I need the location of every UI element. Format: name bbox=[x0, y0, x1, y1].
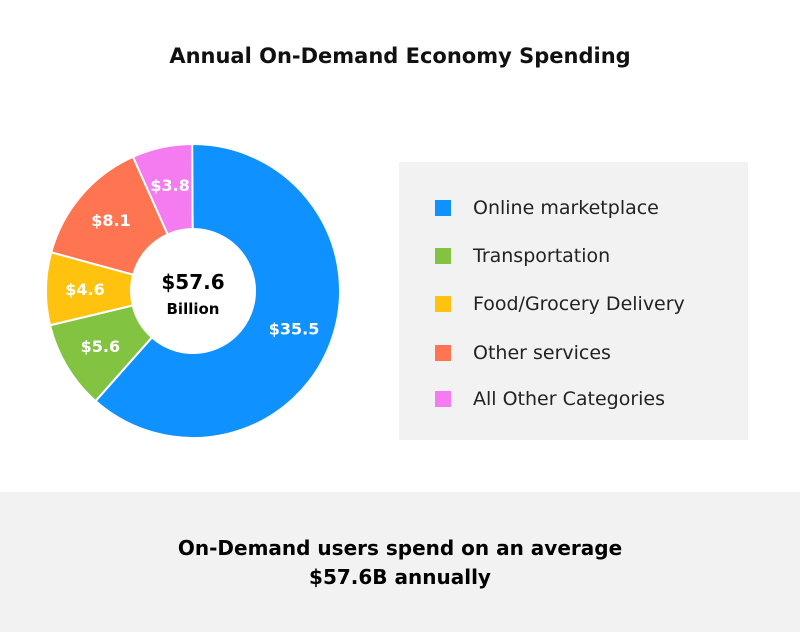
legend-label: Online marketplace bbox=[473, 197, 659, 219]
donut-slice-all-other-categories bbox=[131, 142, 194, 236]
legend-swatch-other-services bbox=[435, 345, 451, 361]
legend-swatch-transportation bbox=[435, 248, 451, 264]
legend-swatch-food-grocery-delivery bbox=[435, 296, 451, 312]
slice-value-label: $4.6 bbox=[65, 280, 104, 299]
slice-value-label: $35.5 bbox=[269, 319, 320, 338]
legend-label: Other services bbox=[473, 342, 611, 364]
footer-text-line1: On-Demand users spend on an average bbox=[177, 536, 623, 560]
legend-item-food-grocery-delivery: Food/Grocery Delivery bbox=[435, 292, 685, 316]
donut-slice-online-marketplace bbox=[94, 143, 341, 439]
legend-item-all-other-categories: All Other Categories bbox=[435, 387, 665, 411]
legend-item-online-marketplace: Online marketplace bbox=[435, 196, 659, 220]
footer-text-line2: $57.6B annually bbox=[309, 565, 491, 589]
donut-chart: $35.5 $5.6 $4.6 $8.1 $3.8 $57.6 Billion bbox=[45, 142, 341, 439]
footer-banner: On-Demand users spend on an average $57.… bbox=[0, 492, 800, 632]
donut-center-unit: Billion bbox=[167, 300, 220, 318]
legend-item-other-services: Other services bbox=[435, 341, 611, 365]
slice-value-label: $8.1 bbox=[91, 211, 130, 230]
legend-label: All Other Categories bbox=[473, 388, 665, 410]
slice-value-label: $5.6 bbox=[81, 337, 120, 356]
legend-label: Food/Grocery Delivery bbox=[473, 293, 685, 315]
legend-swatch-all-other-categories bbox=[435, 391, 451, 407]
legend-item-transportation: Transportation bbox=[435, 244, 610, 268]
donut-center-total: $57.6 bbox=[161, 270, 224, 294]
legend: Online marketplace Transportation Food/G… bbox=[399, 162, 748, 440]
legend-label: Transportation bbox=[473, 245, 611, 267]
slice-value-label: $3.8 bbox=[150, 176, 189, 195]
legend-swatch-online-marketplace bbox=[435, 200, 451, 216]
chart-title: Annual On-Demand Economy Spending bbox=[169, 44, 631, 68]
